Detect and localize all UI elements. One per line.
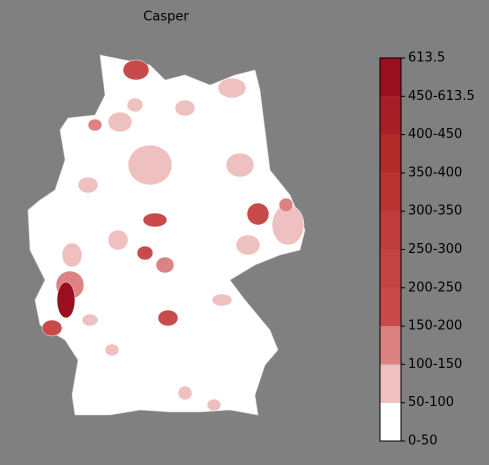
region	[246, 202, 270, 226]
region	[61, 242, 83, 268]
regions	[41, 59, 305, 412]
colorbar-segment	[380, 134, 401, 173]
colorbar-segment	[380, 326, 401, 365]
colorbar-segment	[380, 287, 401, 327]
region	[107, 111, 133, 133]
colorbar-label: 150-200	[408, 319, 462, 334]
region	[157, 309, 179, 327]
region	[174, 99, 196, 117]
colorbar-label: 300-350	[408, 204, 462, 219]
colorbar-segment	[380, 249, 401, 288]
region	[77, 176, 99, 194]
region	[225, 152, 255, 178]
region	[126, 97, 144, 113]
region	[107, 229, 129, 251]
region	[235, 234, 261, 256]
map	[27, 54, 306, 416]
colorbar-label: 450-613.5	[408, 89, 475, 104]
colorbar-label: 613.5	[408, 51, 445, 66]
colorbar-segment	[380, 364, 401, 403]
region	[104, 343, 120, 357]
colorbar-label: 400-450	[408, 127, 462, 142]
germany-outline	[27, 54, 306, 416]
region	[122, 59, 150, 81]
colorbar-segment	[380, 402, 401, 441]
colorbar-segment	[380, 96, 401, 135]
colorbar-label: 250-300	[408, 242, 462, 257]
colorbar-segment	[380, 58, 401, 97]
region	[211, 293, 233, 307]
colorbar-label: 200-250	[408, 280, 462, 295]
region	[136, 245, 154, 261]
region	[177, 385, 193, 401]
colorbar: 0-50 50-100 100-150 150-200 200-250 250-300 30…	[379, 51, 475, 449]
colorbar-label: 350-400	[408, 165, 462, 180]
region	[87, 118, 103, 132]
colorbar-segment	[380, 211, 401, 250]
colorbar-label: 50-100	[408, 395, 454, 410]
colorbar-label: 0-50	[408, 434, 438, 449]
map-title: Casper	[143, 10, 189, 25]
region	[81, 313, 99, 327]
region	[41, 319, 63, 337]
region	[142, 212, 168, 228]
region	[217, 77, 247, 99]
colorbar-label: 100-150	[408, 357, 462, 372]
region	[127, 144, 173, 186]
region	[206, 398, 222, 412]
colorbar-segment	[380, 172, 401, 212]
region	[278, 197, 294, 213]
region	[155, 256, 175, 274]
region	[56, 281, 76, 319]
